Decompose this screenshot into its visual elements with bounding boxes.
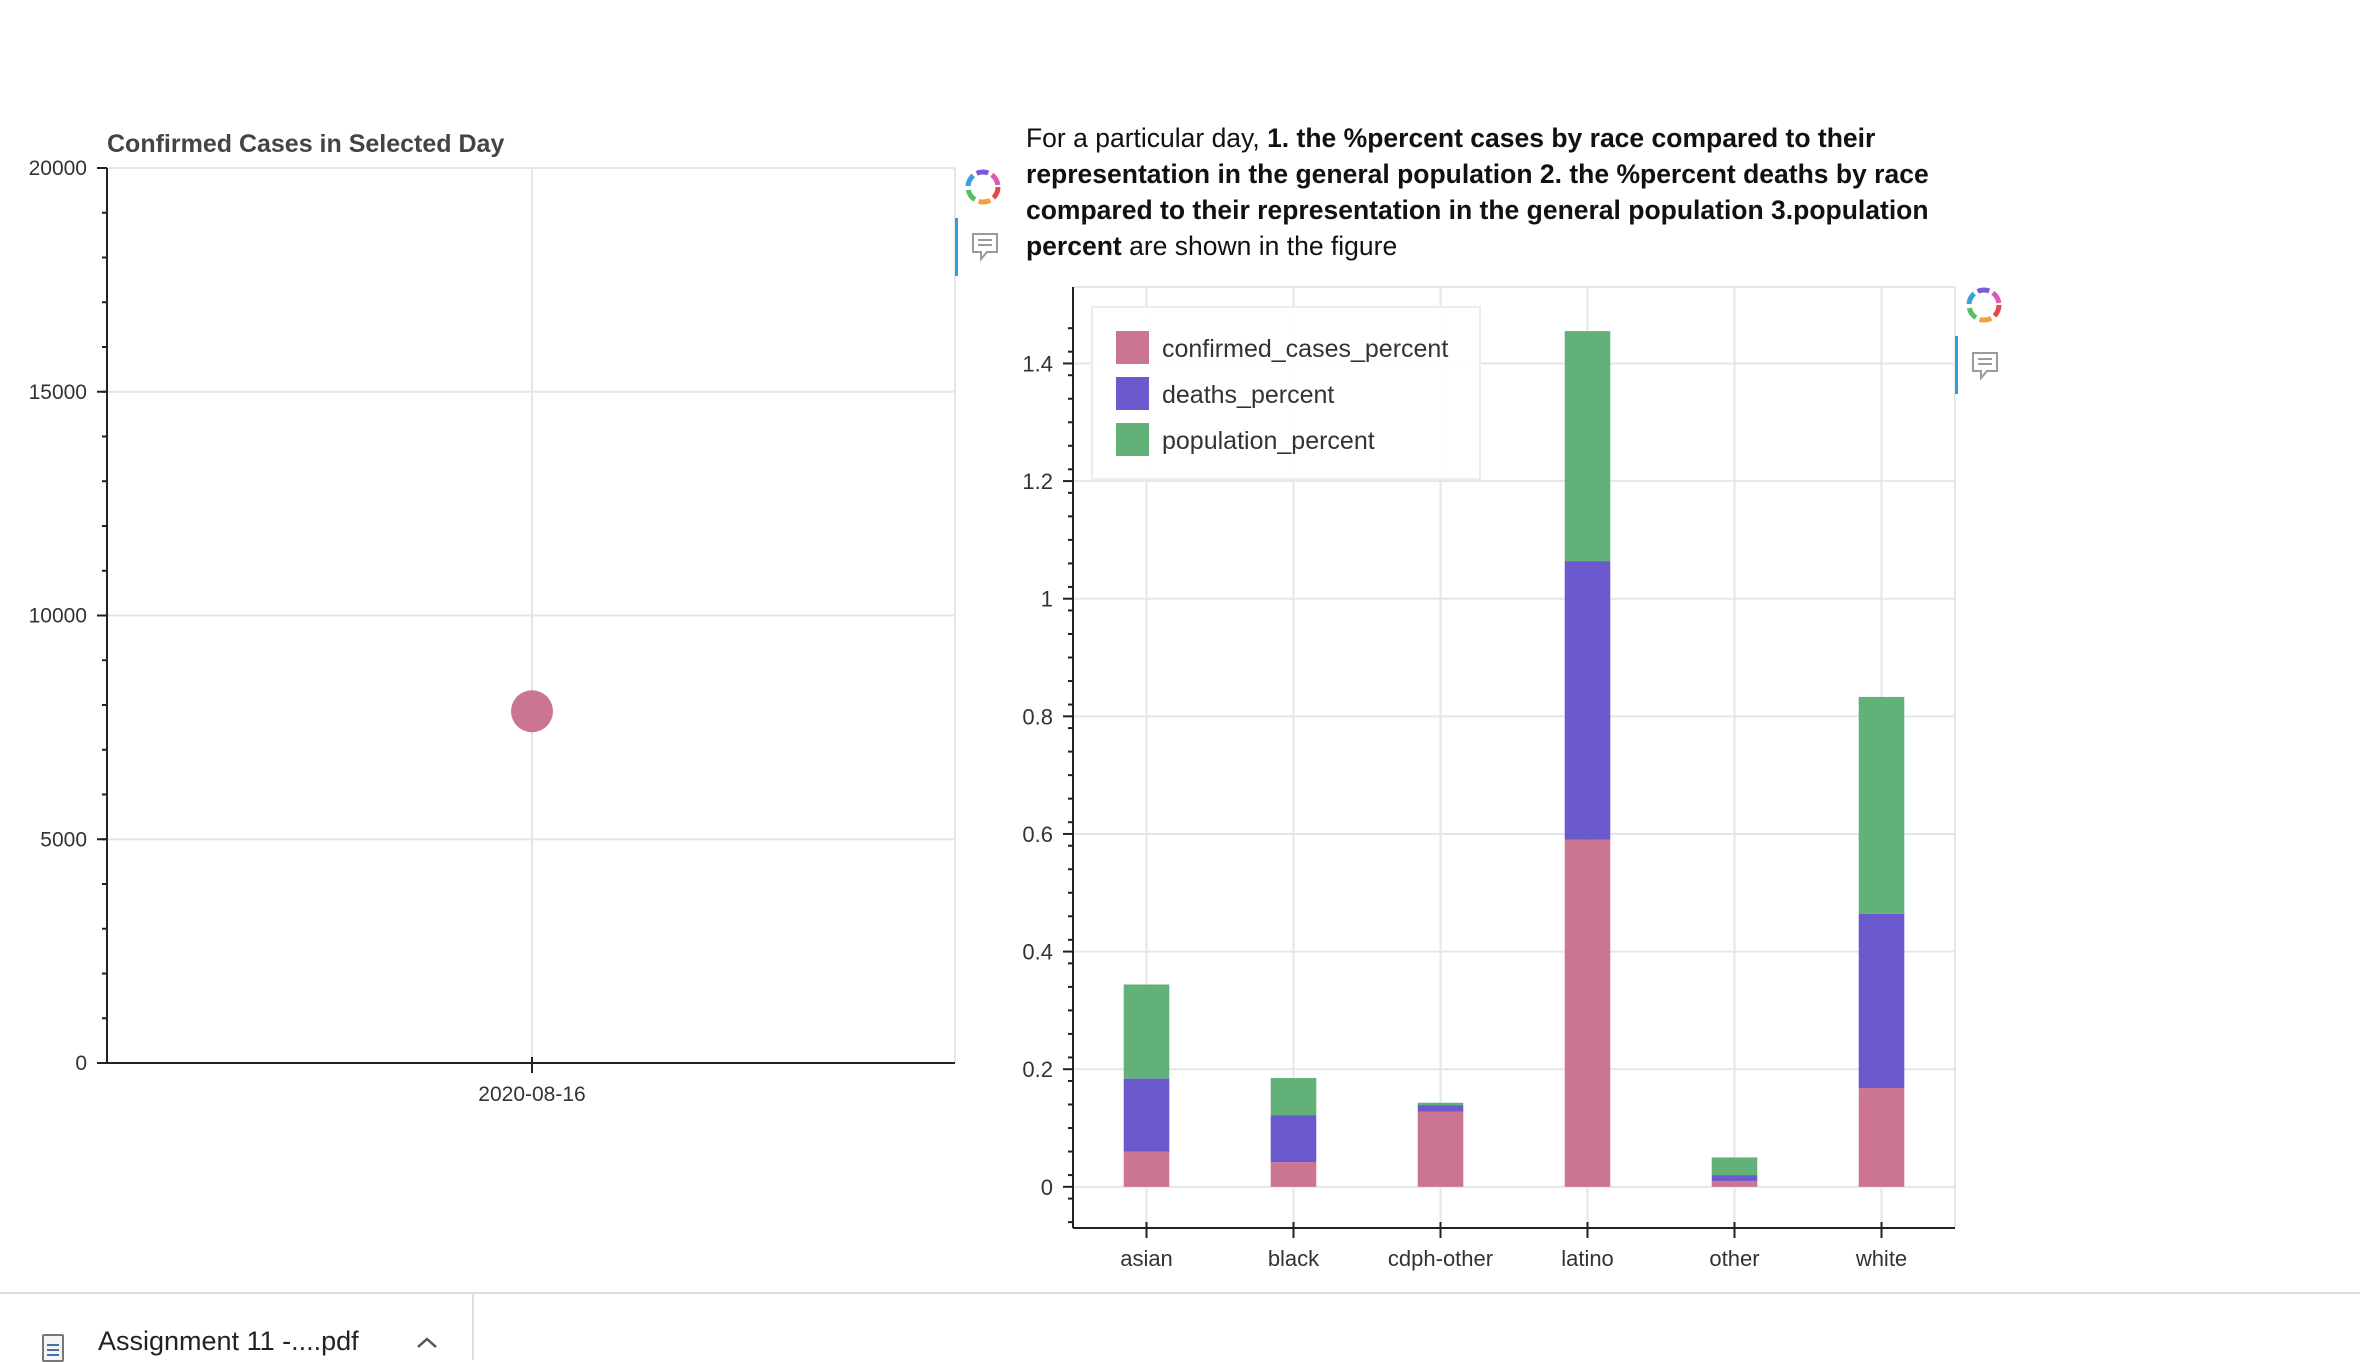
y-tick-label: 20000 bbox=[29, 157, 87, 180]
x-tick-label: asian bbox=[1120, 1246, 1173, 1271]
data-point bbox=[511, 690, 553, 733]
bar-confirmed-cases-percent bbox=[1123, 1151, 1170, 1187]
y-tick-label: 0 bbox=[1041, 1175, 1053, 1200]
legend-swatch bbox=[1116, 377, 1149, 410]
y-tick-label: 0.4 bbox=[1022, 940, 1053, 965]
bar-deaths-percent bbox=[1564, 561, 1611, 840]
download-item[interactable]: Assignment 11 -....pdf bbox=[0, 1294, 474, 1362]
x-tick-label: other bbox=[1709, 1246, 1759, 1271]
legend-swatch bbox=[1116, 331, 1149, 364]
bar-confirmed-cases-percent bbox=[1270, 1162, 1317, 1187]
bar-deaths-percent bbox=[1858, 913, 1905, 1089]
x-tick-label: 2020-08-16 bbox=[478, 1083, 585, 1106]
y-tick-label: 15000 bbox=[29, 381, 87, 404]
y-tick-label: 10000 bbox=[29, 605, 87, 628]
y-tick-label: 1.4 bbox=[1022, 351, 1053, 376]
bar-population-percent bbox=[1417, 1102, 1464, 1106]
x-tick-label: cdph-other bbox=[1388, 1246, 1493, 1271]
x-tick-label: latino bbox=[1561, 1246, 1614, 1271]
bar-population-percent bbox=[1711, 1157, 1758, 1176]
y-tick-label: 0.8 bbox=[1022, 704, 1053, 729]
hover-comment-icon[interactable] bbox=[1971, 351, 1999, 381]
bar-population-percent bbox=[1270, 1078, 1317, 1116]
x-tick-label: white bbox=[1855, 1246, 1907, 1271]
bar-population-percent bbox=[1564, 331, 1611, 562]
description-bold: 1. the %percent cases by race compared t… bbox=[1026, 123, 1929, 261]
legend-label: deaths_percent bbox=[1162, 381, 1334, 409]
description-outro: are shown in the figure bbox=[1121, 231, 1398, 261]
download-file-name[interactable]: Assignment 11 -....pdf bbox=[98, 1326, 359, 1356]
download-bar: Assignment 11 -....pdf bbox=[0, 1292, 2360, 1362]
y-tick-label: 0 bbox=[75, 1052, 87, 1075]
bar-deaths-percent bbox=[1711, 1175, 1758, 1181]
y-tick-label: 5000 bbox=[40, 828, 87, 851]
bar-confirmed-cases-percent bbox=[1711, 1180, 1758, 1187]
chart-description: For a particular day, 1. the %percent ca… bbox=[1026, 120, 1946, 264]
y-tick-label: 0.6 bbox=[1022, 822, 1053, 847]
legend-label: population_percent bbox=[1162, 427, 1375, 455]
bar-deaths-percent bbox=[1123, 1078, 1170, 1152]
hover-comment-icon[interactable] bbox=[971, 232, 999, 262]
y-tick-label: 0.2 bbox=[1022, 1057, 1053, 1082]
x-tick-label: black bbox=[1268, 1246, 1320, 1271]
right-stacked-bar-chart: 0 0.2 0.4 0.6 0.8 1 1.2 1.4 asian black cdph-other… bbox=[1022, 286, 1956, 1271]
bar-population-percent bbox=[1858, 696, 1905, 914]
bokeh-logo-icon[interactable] bbox=[1963, 284, 2005, 326]
legend-swatch bbox=[1116, 423, 1149, 456]
chevron-up-icon[interactable] bbox=[414, 1332, 440, 1352]
y-tick-label: 1 bbox=[1041, 587, 1053, 612]
bar-deaths-percent bbox=[1417, 1105, 1464, 1112]
bar-confirmed-cases-percent bbox=[1858, 1088, 1905, 1187]
y-tick-label: 1.2 bbox=[1022, 469, 1053, 494]
legend-label: confirmed_cases_percent bbox=[1162, 335, 1448, 363]
bar-confirmed-cases-percent bbox=[1417, 1111, 1464, 1187]
legend-box bbox=[1091, 306, 1481, 480]
bar-confirmed-cases-percent bbox=[1564, 839, 1611, 1187]
left-scatter-chart: 0 5000 10000 15000 20000 2020-08-16 bbox=[29, 157, 956, 1106]
bar-deaths-percent bbox=[1270, 1115, 1317, 1163]
active-tool-indicator bbox=[1955, 336, 1958, 394]
description-intro: For a particular day, bbox=[1026, 123, 1268, 153]
bokeh-logo-icon[interactable] bbox=[962, 166, 1004, 208]
bar-population-percent bbox=[1123, 984, 1170, 1079]
active-tool-indicator bbox=[955, 218, 958, 276]
left-chart-title: Confirmed Cases in Selected Day bbox=[107, 130, 505, 158]
